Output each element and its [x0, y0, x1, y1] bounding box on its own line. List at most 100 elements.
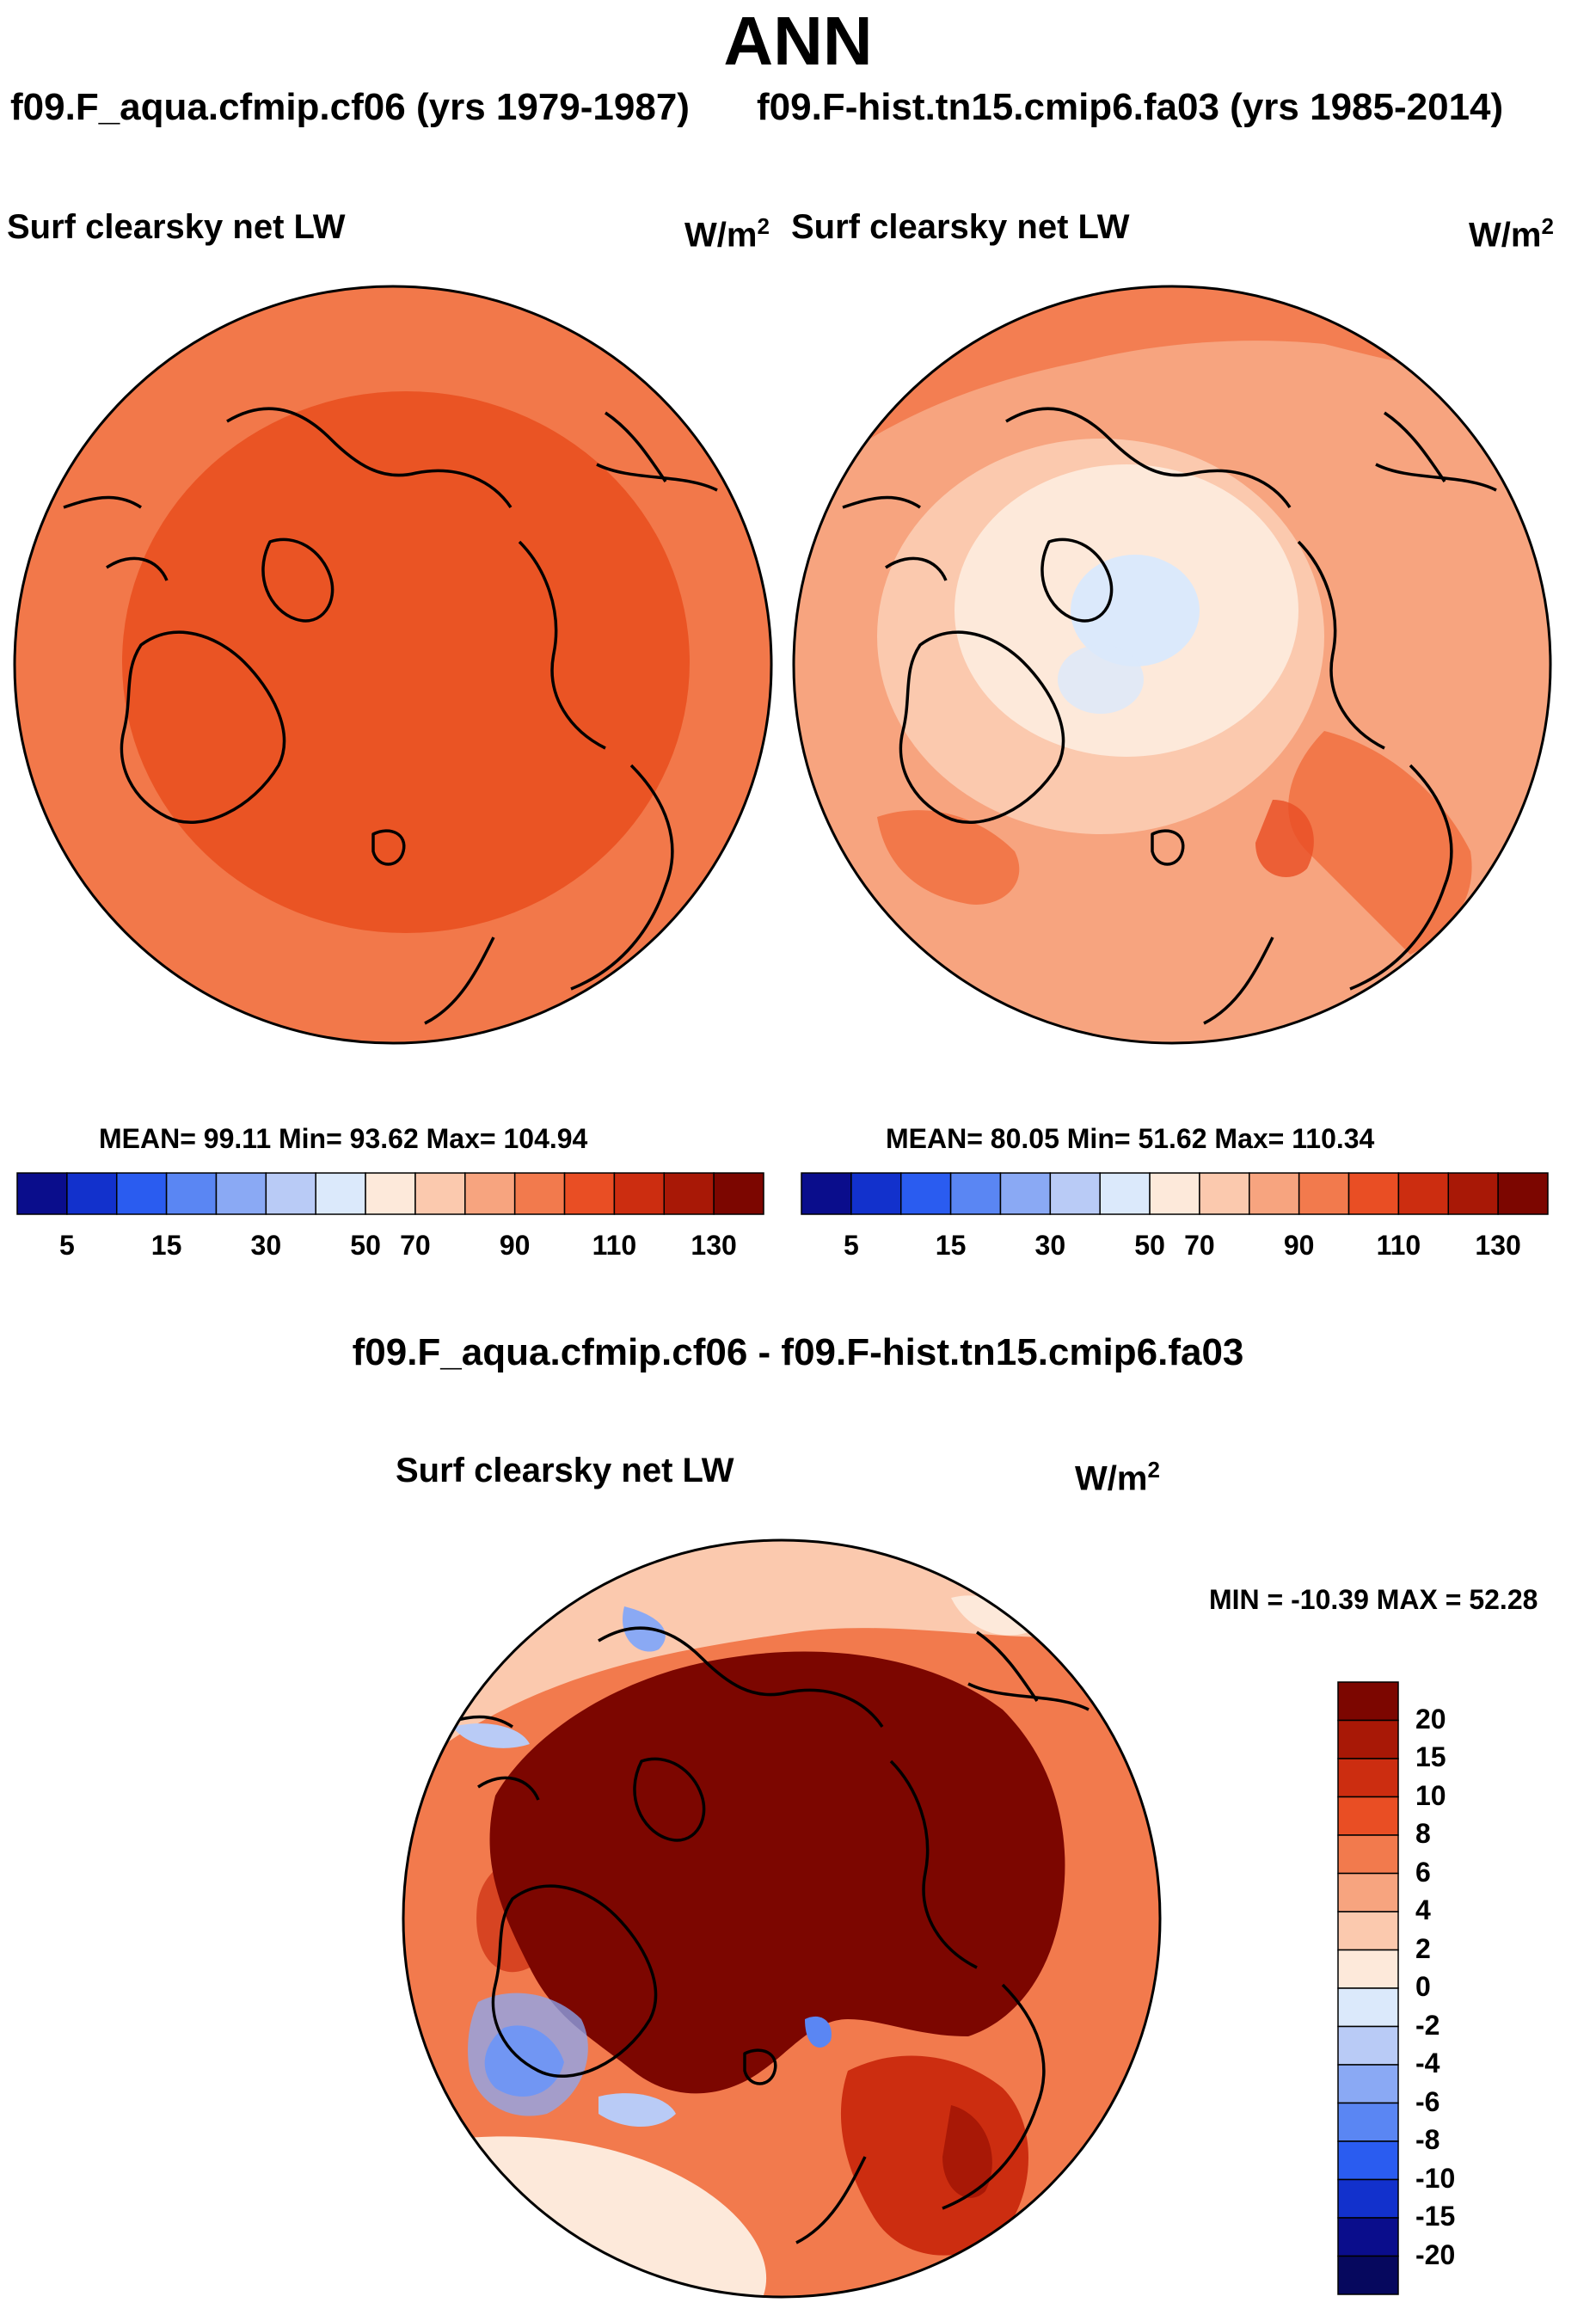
colorbar-swatch [315, 1172, 366, 1215]
diff-colorbar-swatch [1337, 1719, 1399, 1759]
colorbar-swatch [115, 1172, 168, 1215]
diff-colorbar-tick-label: -15 [1415, 2201, 1456, 2232]
left-colorbar [16, 1172, 764, 1215]
right-variable-label: Surf clearsky net LW [791, 208, 1130, 246]
colorbar-swatch [1099, 1172, 1151, 1215]
colorbar-swatch [613, 1172, 666, 1215]
colorbar-swatch [1049, 1172, 1101, 1215]
diff-colorbar-swatch [1337, 2178, 1399, 2219]
diff-colorbar-swatch [1337, 1911, 1399, 1951]
colorbar-swatch [464, 1172, 516, 1215]
colorbar-tick-label: 70 [400, 1230, 431, 1261]
colorbar-swatch [1347, 1172, 1400, 1215]
diff-colorbar-tick-label: -8 [1415, 2124, 1440, 2155]
diff-colorbar-swatch [1337, 2025, 1399, 2066]
diff-colorbar-tick-label: 20 [1415, 1703, 1446, 1735]
colorbar-swatch [1397, 1172, 1450, 1215]
colorbar-swatch [1249, 1172, 1300, 1215]
diff-colorbar-tick-label: 10 [1415, 1779, 1446, 1811]
colorbar-tick-label: 90 [1283, 1230, 1315, 1261]
colorbar-swatch [850, 1172, 902, 1215]
left-map-core [122, 391, 690, 933]
right-map-coastlines [842, 407, 1497, 1025]
colorbar-swatch [1199, 1172, 1250, 1215]
diff-colorbar-swatch [1337, 2217, 1399, 2257]
diff-minmax: MIN = -10.39 MAX = 52.28 [1209, 1584, 1538, 1615]
colorbar-swatch [265, 1172, 316, 1215]
colorbar-swatch [365, 1172, 416, 1215]
colorbar-swatch [1447, 1172, 1499, 1215]
colorbar-swatch [663, 1172, 715, 1215]
case-title-right: f09.F-hist.tn15.cmip6.fa03 (yrs 1985-201… [757, 86, 1504, 128]
diff-colorbar-swatch [1337, 1796, 1399, 1836]
diff-colorbar [1337, 1681, 1399, 2295]
left-map-coastlines [63, 407, 718, 1025]
case-title-left: f09.F_aqua.cfmip.cf06 (yrs 1979-1987) [10, 86, 690, 128]
colorbar-swatch [165, 1172, 218, 1215]
colorbar-swatch [513, 1172, 566, 1215]
colorbar-tick-label: 15 [935, 1230, 967, 1261]
colorbar-tick-label: 30 [1034, 1230, 1066, 1261]
diff-colorbar-tick-label: -20 [1415, 2238, 1456, 2270]
colorbar-tick-label: 5 [58, 1230, 75, 1261]
diff-title: f09.F_aqua.cfmip.cf06 - f09.F-hist.tn15.… [352, 1331, 1244, 1373]
colorbar-tick-label: 130 [1475, 1230, 1521, 1261]
diff-colorbar-swatch [1337, 1872, 1399, 1913]
diff-colorbar-swatch [1337, 2064, 1399, 2104]
diff-units-label: W/m2 [1075, 1457, 1160, 1498]
diff-colorbar-swatch [1337, 1681, 1399, 1722]
colorbar-tick-label: 15 [150, 1230, 182, 1261]
colorbar-tick-label: 5 [843, 1230, 859, 1261]
colorbar-tick-label: 50 [1134, 1230, 1165, 1261]
left-map [13, 285, 773, 1045]
left-stats: MEAN= 99.11 Min= 93.62 Max= 104.94 [99, 1123, 588, 1154]
diff-colorbar-tick-label: 4 [1415, 1894, 1431, 1925]
colorbar-tick-label: 130 [691, 1230, 737, 1261]
figure-title: ANN [723, 3, 873, 79]
left-variable-label: Surf clearsky net LW [7, 208, 346, 246]
colorbar-swatch [999, 1172, 1052, 1215]
colorbar-tick-label: 70 [1184, 1230, 1215, 1261]
colorbar-tick-label: 50 [350, 1230, 381, 1261]
diff-map-coastlines [434, 1626, 1090, 2244]
diff-map [402, 1538, 1162, 2299]
colorbar-swatch [1149, 1172, 1200, 1215]
diff-colorbar-swatch [1337, 1987, 1399, 2028]
diff-variable-label: Surf clearsky net LW [396, 1452, 734, 1489]
diff-colorbar-swatch [1337, 2255, 1399, 2295]
colorbar-swatch [414, 1172, 466, 1215]
diff-colorbar-tick-label: 8 [1415, 1818, 1431, 1849]
diff-colorbar-tick-label: 0 [1415, 1971, 1431, 2002]
colorbar-tick-label: 110 [1376, 1230, 1421, 1261]
colorbar-tick-label: 110 [592, 1230, 637, 1261]
right-map [792, 285, 1552, 1045]
diff-colorbar-tick-label: -4 [1415, 2048, 1440, 2079]
colorbar-swatch [949, 1172, 1002, 1215]
colorbar-swatch [1298, 1172, 1350, 1215]
diff-colorbar-swatch [1337, 1949, 1399, 1989]
diff-colorbar-swatch [1337, 1758, 1399, 1798]
right-stats: MEAN= 80.05 Min= 51.62 Max= 110.34 [886, 1123, 1375, 1154]
diff-colorbar-tick-label: -2 [1415, 2009, 1440, 2041]
colorbar-swatch [16, 1172, 68, 1215]
diff-colorbar-tick-label: 15 [1415, 1741, 1446, 1772]
colorbar-swatch [66, 1172, 118, 1215]
right-units-label: W/m2 [1469, 213, 1554, 255]
diff-colorbar-tick-label: -10 [1415, 2162, 1456, 2194]
colorbar-swatch [1497, 1172, 1549, 1215]
diff-colorbar-tick-label: 2 [1415, 1932, 1431, 1964]
colorbar-swatch [713, 1172, 764, 1215]
diff-colorbar-tick-label: 6 [1415, 1856, 1431, 1888]
colorbar-tick-label: 30 [250, 1230, 282, 1261]
diff-colorbar-tick-label: -6 [1415, 2085, 1440, 2117]
diff-colorbar-swatch [1337, 2140, 1399, 2181]
left-units-label: W/m2 [684, 213, 770, 255]
right-colorbar [801, 1172, 1549, 1215]
colorbar-swatch [899, 1172, 952, 1215]
diff-map-central-high [489, 1651, 1065, 2094]
colorbar-swatch [215, 1172, 267, 1215]
colorbar-tick-label: 90 [499, 1230, 531, 1261]
colorbar-swatch [801, 1172, 852, 1215]
diff-colorbar-swatch [1337, 2102, 1399, 2142]
diff-colorbar-swatch [1337, 1834, 1399, 1875]
